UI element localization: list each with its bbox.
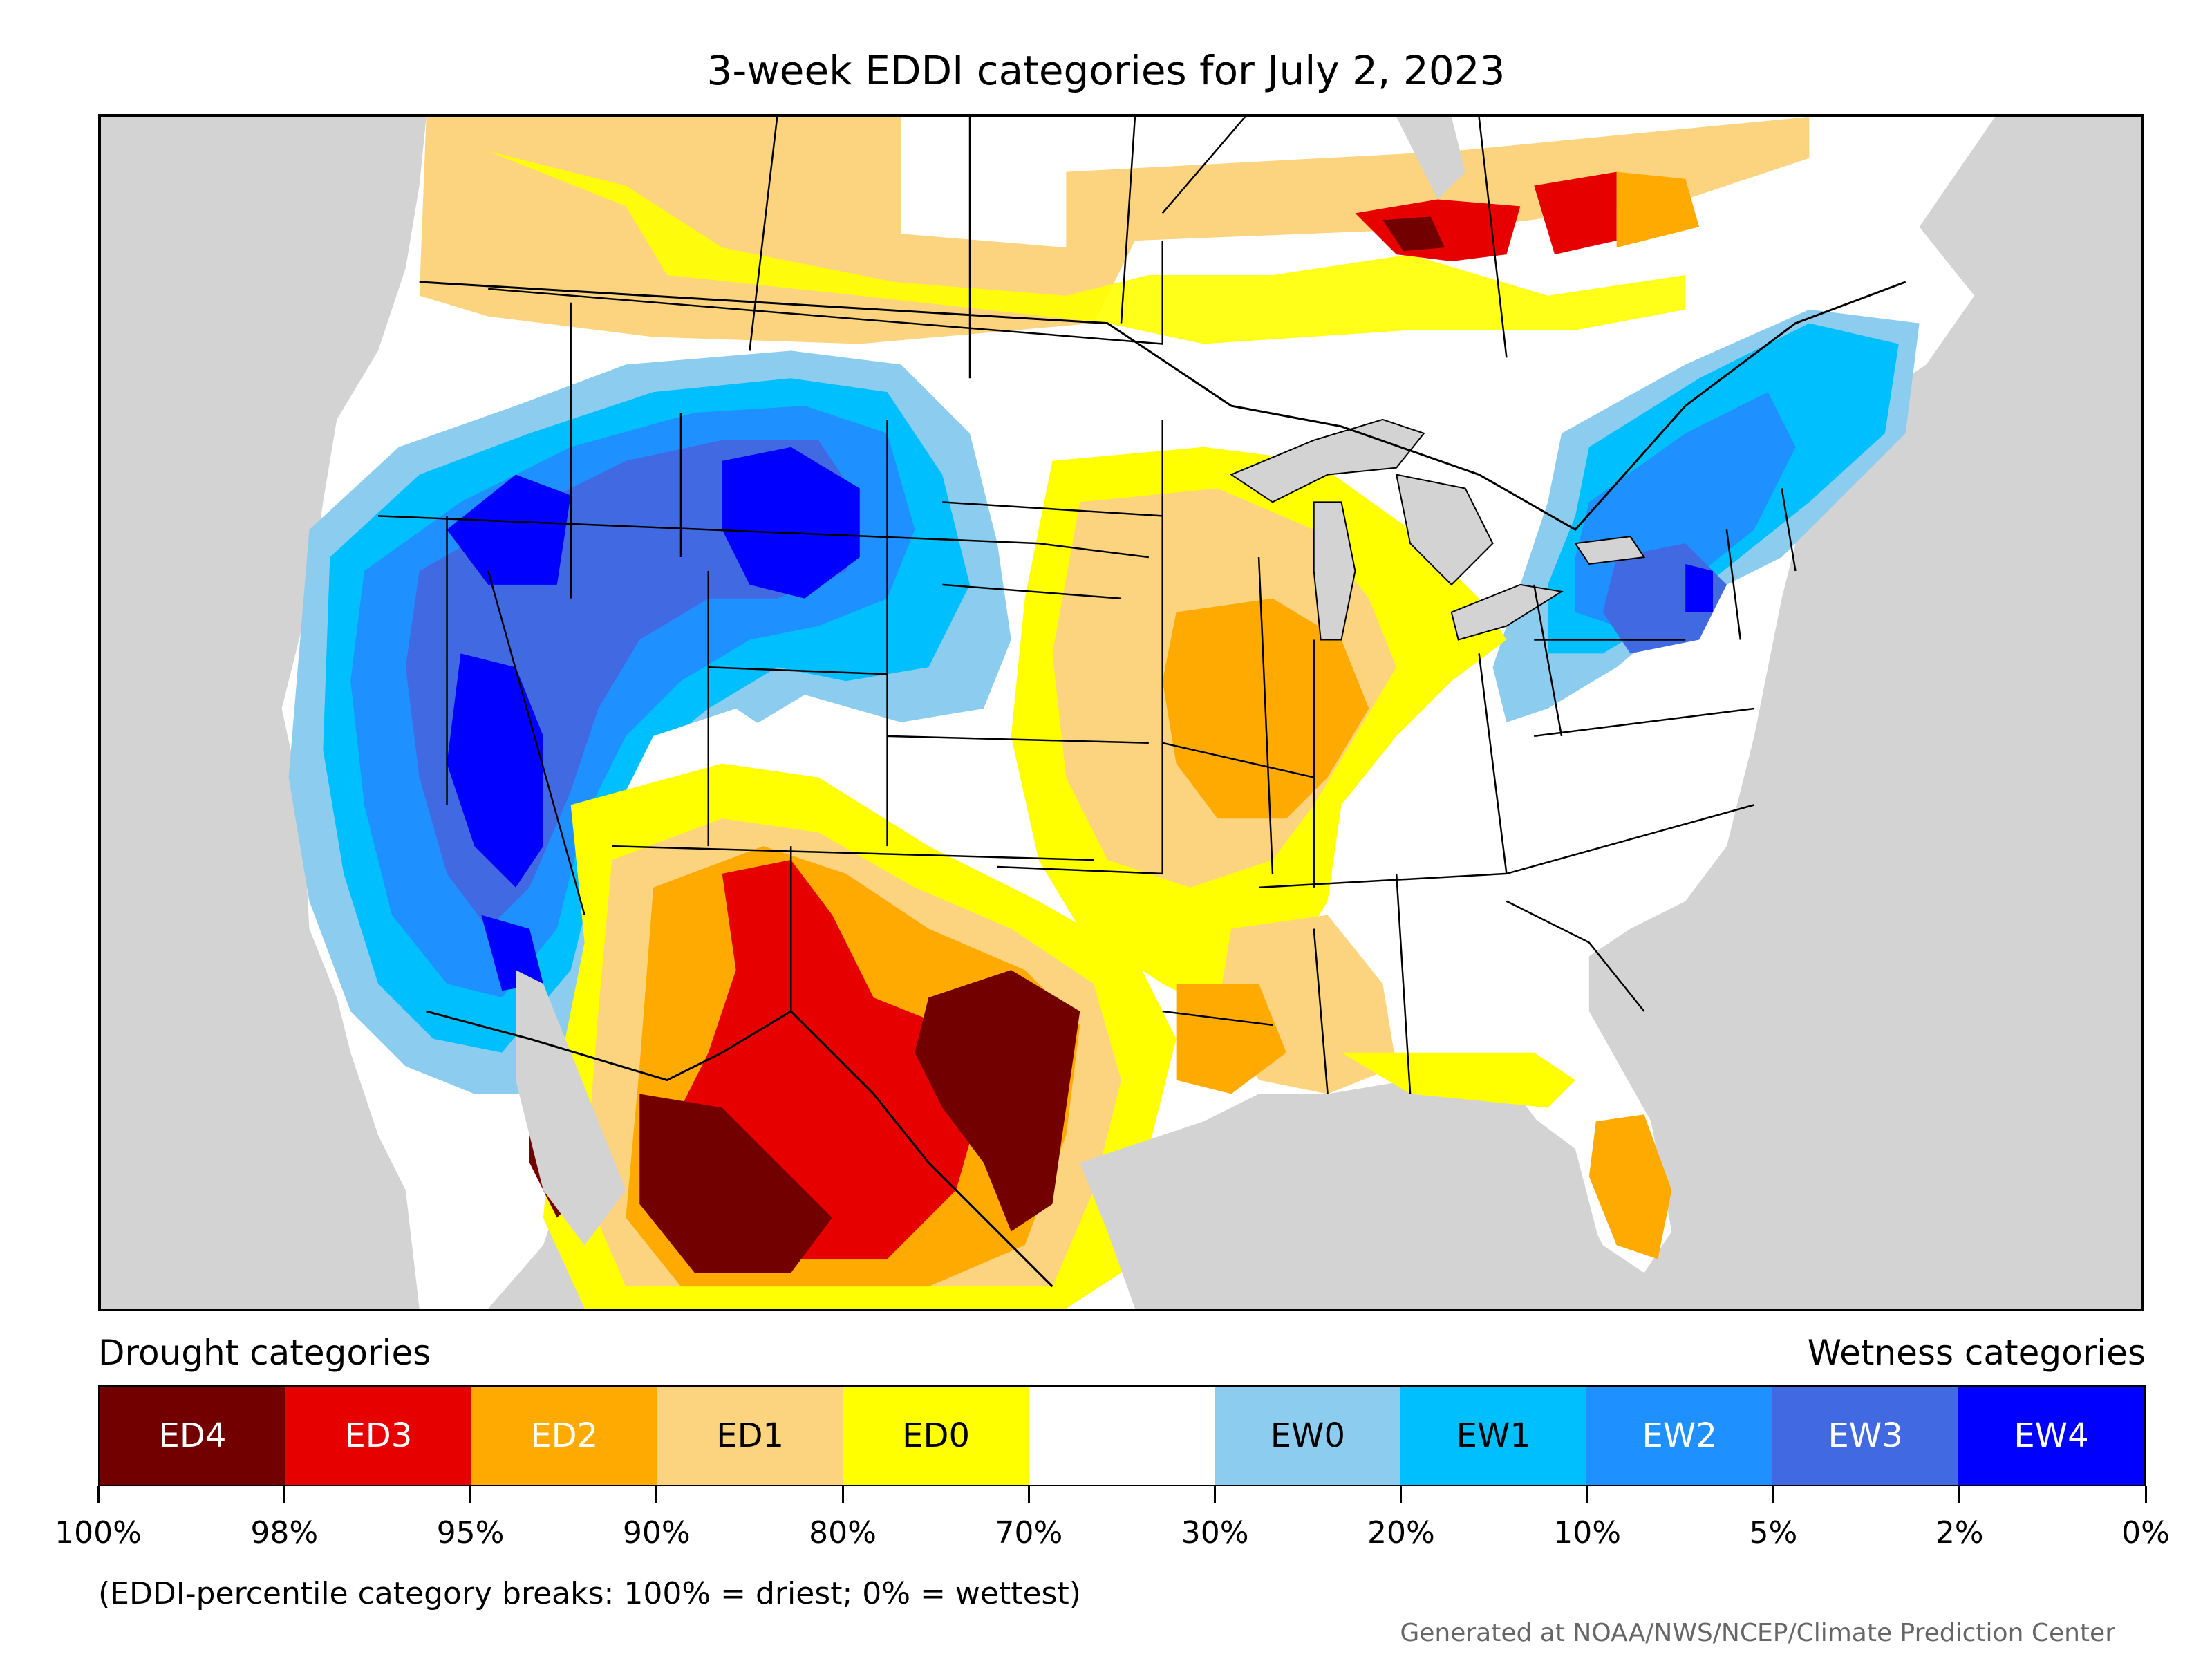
west-ew4-nv [447,653,543,888]
legend-swatch-ed0: ED0 [843,1387,1029,1485]
legend-tick [1586,1486,1588,1503]
legend-tick-label: 5% [1749,1515,1798,1550]
legend-tick-label: 30% [1181,1515,1249,1550]
legend-tick [841,1486,844,1503]
ontario-ed3 [1355,199,1521,262]
legend-swatch-ed4: ED4 [100,1387,285,1485]
ontario-ed4 [1382,216,1445,252]
legend-tick [1027,1486,1030,1503]
mexico-ed4 [639,1094,832,1273]
legend-tick [469,1486,472,1503]
lake-ontario [1574,536,1646,565]
legend-swatch-ew4: EW4 [1958,1387,2144,1485]
legend-swatch-ed2: ED2 [471,1387,657,1485]
florida-ed2 [1588,1114,1672,1259]
legend-swatch-normal [1029,1387,1215,1485]
legend-tick-label: 0% [2121,1515,2170,1550]
us-canada-border [419,281,1906,532]
legend-swatch-ew2: EW2 [1586,1387,1773,1485]
legend-tick-label: 20% [1367,1515,1435,1550]
map-title: 3-week EDDI categories for July 2, 2023 [706,47,1506,94]
drought-categories-title: Drought categories [98,1333,431,1373]
lake-michigan [1313,501,1356,641]
lake-huron [1395,474,1494,586]
us-mexico-border [426,1010,1053,1288]
legend-tick [1772,1486,1774,1503]
legend-tick-label: 95% [436,1515,505,1550]
west-ew4-wy [722,447,860,599]
legend-swatch-ew3: EW3 [1772,1387,1959,1485]
canada-ed0-patches [488,151,1686,344]
hudson-bay-water [1396,117,1465,200]
eddi-map [98,114,2144,1311]
legend-tick-label: 70% [995,1515,1063,1550]
legend-tick [2144,1486,2147,1503]
legend-tick [655,1486,658,1503]
legend-tick [283,1486,285,1503]
quebec-ed3 [1534,171,1617,255]
legend-tick [97,1486,100,1503]
legend-tick [1958,1486,1961,1503]
color-legend: ED4 ED3 ED2 ED1 ED0 EW0 EW1 EW2 EW3 EW4 [98,1385,2146,1486]
gulf-of-mexico [1080,1107,1617,1309]
legend-tick-label: 80% [809,1515,877,1550]
canada-province-lines [749,117,1508,379]
texas-ed4 [915,970,1080,1232]
legend-tick-label: 10% [1553,1515,1622,1550]
louisiana-ed2 [1176,984,1286,1094]
legend-tick-label: 100% [55,1515,142,1550]
legend-swatch-ew0: EW0 [1215,1387,1401,1485]
category-note: (EDDI-percentile category breaks: 100% =… [98,1576,1081,1611]
credit-line: Generated at NOAA/NWS/NCEP/Climate Predi… [1400,1619,2115,1647]
legend-tick [1214,1486,1217,1503]
florida-ed0 [1341,1052,1575,1108]
legend-tick-label: 2% [1935,1515,1984,1550]
legend-tick-label: 98% [250,1515,319,1550]
baja-gulf [516,970,626,1246]
wetness-categories-title: Wetness categories [1807,1333,2146,1373]
state-boundaries [377,241,1797,1094]
legend-ticks: 100% 98% 95% 90% 80% 70% 30% 20% 10% 5% 2% 0% [0,1486,2212,1550]
quebec-ed2 [1616,171,1700,248]
map-canvas [102,117,2140,1309]
legend-tick-label: 90% [622,1515,691,1550]
west-ew4-or [447,474,571,585]
legend-swatch-ed3: ED3 [285,1387,471,1485]
legend-tick [1400,1486,1403,1503]
legend-swatch-ed1: ED1 [657,1387,843,1485]
northeast-ew4 [1685,563,1714,612]
lake-erie [1450,583,1564,641]
legend-swatch-ew1: EW1 [1400,1387,1587,1485]
